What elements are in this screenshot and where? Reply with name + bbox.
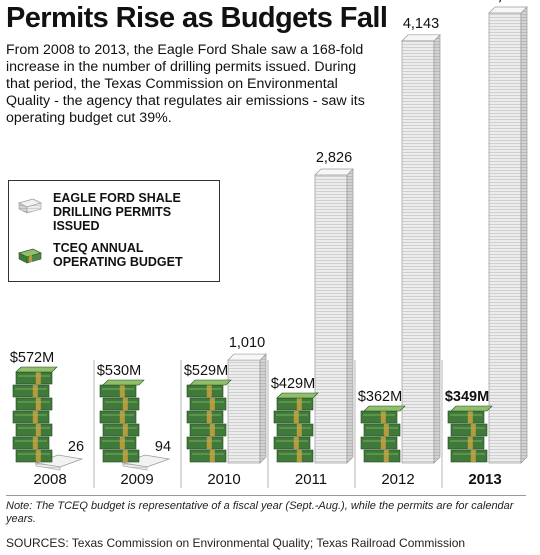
year-separators (93, 360, 443, 488)
budget-bar-2009 (99, 379, 145, 463)
intro-text: From 2008 to 2013, the Eagle Ford Shale … (6, 42, 365, 126)
footnote: Note: The TCEQ budget is representative … (6, 500, 514, 525)
footer-divider (6, 495, 526, 496)
year-label-2012: 2012 (381, 471, 414, 488)
budget-label-2013: $349M (445, 389, 489, 405)
year-label-2009: 2009 (120, 471, 153, 488)
permit-label-2013: 4,416 (490, 0, 526, 4)
budget-bar-2012 (360, 405, 406, 463)
budget-bar-2013 (447, 405, 493, 463)
permit-label-2012: 4,143 (403, 16, 439, 32)
paper-stack-icon (17, 198, 43, 214)
budget-label-2010: $529M (184, 363, 228, 379)
budget-label-2008: $572M (10, 350, 54, 366)
legend-item-permits: EAGLE FORD SHALE DRILLING PERMITS ISSUED (17, 191, 203, 233)
year-label-2013: 2013 (468, 471, 501, 488)
budget-label-2011: $429M (271, 376, 315, 392)
budget-bar-2011 (273, 392, 319, 463)
permit-bar-2010 (227, 353, 267, 464)
permit-bar-2011 (314, 168, 354, 464)
year-label-2011: 2011 (295, 471, 327, 488)
money-stack-icon (17, 248, 43, 264)
permit-bar-2013 (488, 6, 528, 464)
legend: EAGLE FORD SHALE DRILLING PERMITS ISSUED… (8, 180, 220, 282)
legend-item-budget: TCEQ ANNUAL OPERATING BUDGET (17, 241, 203, 269)
permit-label-2011: 2,826 (316, 150, 352, 166)
permit-label-2008: 26 (68, 439, 84, 455)
legend-label-permits: EAGLE FORD SHALE DRILLING PERMITS ISSUED (53, 191, 181, 233)
permit-label-2009: 94 (155, 439, 171, 455)
permit-bar-2012 (401, 33, 441, 464)
budget-label-2012: $362M (358, 389, 402, 405)
legend-label-budget: TCEQ ANNUAL OPERATING BUDGET (53, 241, 183, 269)
budget-bar-2010 (186, 379, 232, 463)
year-label-2008: 2008 (33, 471, 66, 488)
permit-label-2010: 1,010 (229, 335, 265, 351)
bars (12, 6, 528, 471)
budget-bar-2008 (12, 366, 58, 463)
year-label-2010: 2010 (207, 471, 240, 488)
sources: SOURCES: Texas Commission on Environment… (6, 536, 466, 550)
budget-label-2009: $530M (97, 363, 141, 379)
year-labels: 2008 2009 2010 2011 2012 2013 (33, 471, 501, 488)
chart-title: Permits Rise as Budgets Fall (6, 2, 388, 34)
